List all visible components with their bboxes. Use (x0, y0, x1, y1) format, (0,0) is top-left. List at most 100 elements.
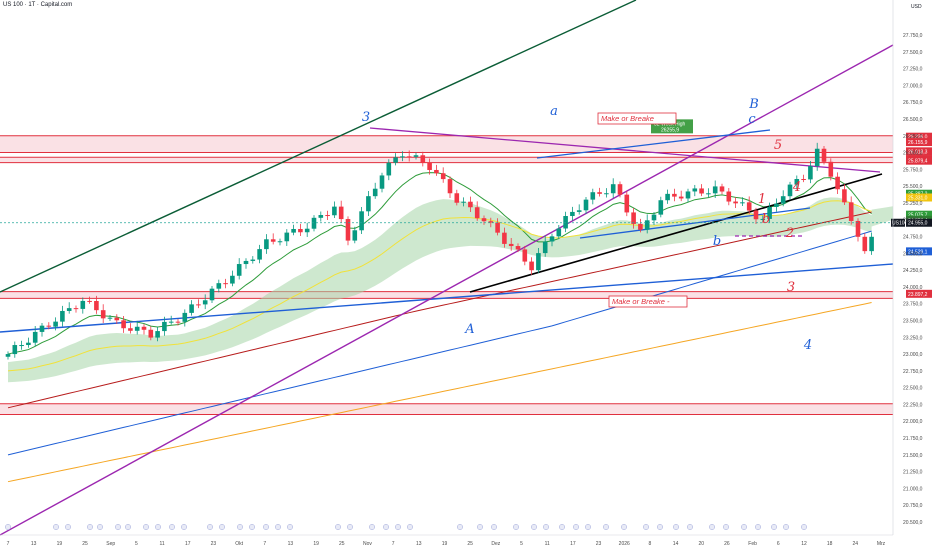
wave-label: b (713, 234, 721, 249)
price-tag (906, 289, 932, 298)
candle-body (515, 246, 521, 250)
candle-body (447, 179, 453, 194)
candle-body (53, 321, 58, 327)
time-tick-label: 19 (313, 541, 319, 547)
candle-body (223, 283, 228, 285)
event-flag-icon (219, 524, 225, 530)
wave-label: 5 (774, 138, 782, 153)
candle-body (624, 194, 630, 213)
candle-body (590, 192, 596, 200)
candle-body (610, 184, 616, 194)
candle-body (522, 249, 528, 262)
time-tick-label: 18 (827, 541, 833, 547)
event-flag-icon (801, 524, 807, 530)
wave-label: B (748, 97, 759, 112)
candle-body (73, 308, 79, 310)
candle-body (767, 206, 772, 219)
candle-body (209, 288, 215, 301)
candle-body (685, 191, 691, 199)
time-tick-label: 19 (57, 541, 63, 547)
event-flag-icon (621, 524, 627, 530)
price-tick-label: 23.000,0 (903, 352, 923, 358)
event-flag-icon (207, 524, 213, 530)
price-tick-label: 25.500,0 (903, 184, 923, 190)
candle-body (318, 215, 324, 218)
candle-body (862, 236, 868, 252)
candle-body (644, 220, 650, 230)
candle-body (406, 156, 412, 158)
candle-body (678, 196, 684, 199)
zone-band (0, 403, 893, 415)
candle-body (672, 193, 677, 197)
event-flag-icon (477, 524, 483, 530)
candle-body (719, 186, 725, 192)
price-tick-label: 26.750,0 (903, 100, 923, 106)
candle-body (774, 203, 779, 207)
price-tag-label: 26.236,0 (908, 135, 928, 141)
price-tick-label: 22.250,0 (903, 402, 923, 408)
price-tick-label: 24.750,0 (903, 235, 923, 241)
event-flag-icon (143, 524, 149, 530)
time-tick-label: 14 (673, 541, 679, 547)
event-flag-icon (181, 524, 187, 530)
candle-body (168, 321, 174, 323)
wave-label: 3 (362, 110, 370, 125)
time-tick-label: Feb (748, 541, 757, 547)
time-tick-label: 25 (467, 541, 473, 547)
candle-body (216, 283, 222, 289)
price-tag (906, 247, 932, 256)
candle-body (325, 215, 330, 217)
candle-body (148, 329, 154, 338)
event-flag-icon (155, 524, 161, 530)
candle-body (141, 326, 147, 330)
current-price-label: 24.955,0 (908, 221, 928, 227)
candle-body (26, 342, 31, 346)
zone-band (0, 291, 893, 299)
candle-body (196, 304, 201, 306)
event-flag-icon (771, 524, 777, 530)
candle-body (46, 325, 52, 327)
candle-body (794, 179, 800, 185)
candle-body (760, 218, 766, 220)
candle-body (128, 328, 133, 331)
wave-label: 4 (792, 180, 801, 195)
candle-body (495, 222, 500, 233)
candle-body (60, 310, 65, 322)
candle-body (474, 207, 480, 219)
event-flag-icon (275, 524, 281, 530)
event-flag-icon (407, 524, 413, 530)
candle-body (338, 206, 344, 220)
candle-body (298, 228, 303, 233)
candle-body (733, 201, 738, 204)
event-flag-icon (369, 524, 375, 530)
time-tick-label: 13 (288, 541, 294, 547)
make-or-break-label: Make or Breake (601, 114, 654, 123)
candle-body (638, 223, 643, 230)
event-flag-icon (603, 524, 609, 530)
candle-body (236, 264, 242, 276)
event-flag-icon (457, 524, 463, 530)
candle-body (277, 241, 283, 243)
current-symbol-label: US100 (892, 221, 908, 227)
candle-body (454, 193, 460, 203)
wave-label: 4 (803, 338, 812, 353)
candle-body (66, 308, 72, 311)
price-tick-label: 23.500,0 (903, 318, 923, 324)
time-tick-label: 7 (392, 541, 395, 547)
price-tag-label: 23.897,2 (908, 292, 928, 298)
event-flag-icon (125, 524, 131, 530)
candle-body (780, 196, 786, 204)
wave-label: A (464, 322, 474, 337)
candle-body (5, 354, 11, 357)
time-tick-label: 23 (596, 541, 602, 547)
make-or-break-box (608, 295, 688, 308)
candle-body (617, 184, 623, 195)
candle-body (230, 275, 235, 284)
event-flag-icon (263, 524, 269, 530)
candle-body (270, 239, 276, 242)
event-flag-icon (335, 524, 341, 530)
price-tick-label: 21.250,0 (903, 470, 923, 476)
purple-resistance-line (369, 127, 881, 173)
time-tick-label: 6 (777, 541, 780, 547)
